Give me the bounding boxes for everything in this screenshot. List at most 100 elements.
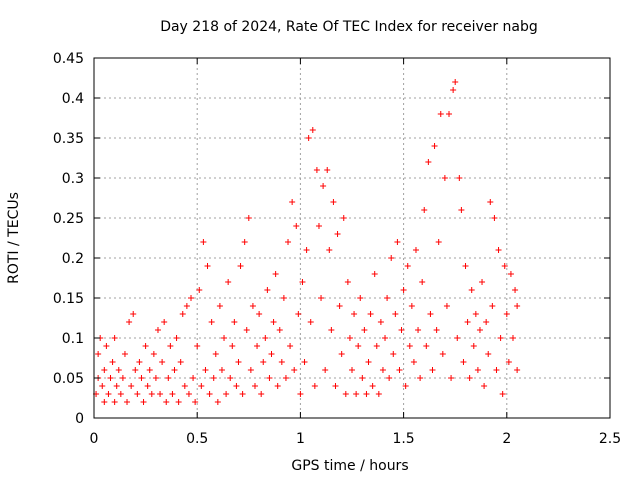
x-axis-label: GPS time / hours — [291, 458, 408, 474]
data-point — [119, 375, 126, 381]
data-point — [450, 87, 457, 93]
data-point — [460, 359, 467, 365]
data-point — [146, 367, 153, 373]
data-point — [332, 383, 339, 389]
data-point — [229, 343, 236, 349]
x-tick-label: 2 — [502, 431, 511, 447]
data-point — [311, 383, 318, 389]
data-point — [305, 135, 312, 141]
data-point — [126, 319, 133, 325]
y-tick-label: 0.35 — [53, 131, 84, 147]
data-point — [412, 247, 419, 253]
data-point — [328, 327, 335, 333]
chart-title: Day 218 of 2024, Rate Of TEC Index for r… — [160, 19, 538, 35]
data-point — [307, 319, 314, 325]
data-point — [285, 239, 292, 245]
y-tick-label: 0.2 — [62, 251, 84, 267]
data-point — [136, 359, 143, 365]
data-point — [462, 263, 469, 269]
data-point — [452, 79, 459, 85]
data-point — [221, 335, 228, 341]
data-point — [190, 375, 197, 381]
data-point — [509, 335, 516, 341]
data-point — [425, 159, 432, 165]
data-point — [398, 327, 405, 333]
data-point — [245, 215, 252, 221]
data-point — [324, 167, 331, 173]
data-point — [231, 319, 238, 325]
data-point — [287, 343, 294, 349]
data-point — [293, 223, 300, 229]
data-point — [315, 223, 322, 229]
data-point — [223, 391, 230, 397]
data-point — [128, 383, 135, 389]
data-point — [278, 359, 285, 365]
data-point — [280, 295, 287, 301]
data-point — [365, 359, 372, 365]
data-point — [258, 391, 265, 397]
data-point — [111, 335, 118, 341]
data-point — [505, 359, 512, 365]
data-point — [470, 343, 477, 349]
data-point — [334, 231, 341, 237]
data-point — [474, 367, 481, 373]
data-point — [237, 263, 244, 269]
data-point — [99, 383, 106, 389]
data-point — [342, 391, 349, 397]
points-layer — [93, 79, 521, 405]
data-point — [101, 399, 108, 405]
data-point — [235, 359, 242, 365]
data-point — [392, 311, 399, 317]
data-point — [208, 319, 215, 325]
data-point — [431, 143, 438, 149]
data-point — [303, 247, 310, 253]
data-point — [254, 343, 261, 349]
data-point — [161, 319, 168, 325]
data-point — [491, 215, 498, 221]
data-point — [167, 343, 174, 349]
data-point — [309, 127, 316, 133]
data-point — [417, 375, 424, 381]
data-point — [359, 375, 366, 381]
data-point — [124, 399, 131, 405]
data-point — [163, 399, 170, 405]
data-point — [514, 303, 521, 309]
data-point — [218, 367, 225, 373]
x-tick-label: 1.5 — [392, 431, 414, 447]
data-point — [340, 215, 347, 221]
data-point — [501, 263, 508, 269]
data-point — [373, 343, 380, 349]
data-point — [512, 287, 519, 293]
x-tick-label: 0.5 — [186, 431, 208, 447]
data-point — [200, 239, 207, 245]
data-point — [274, 383, 281, 389]
data-point — [291, 367, 298, 373]
data-point — [289, 199, 296, 205]
data-point — [266, 375, 273, 381]
data-point — [330, 199, 337, 205]
data-point — [423, 343, 430, 349]
data-point — [464, 319, 471, 325]
data-point — [443, 303, 450, 309]
data-point — [483, 319, 490, 325]
y-tick-label: 0.4 — [62, 91, 84, 107]
data-point — [415, 327, 422, 333]
data-point — [400, 287, 407, 293]
y-axis-label: ROTI / TECUs — [6, 192, 22, 284]
y-tick-label: 0.3 — [62, 171, 84, 187]
data-point — [138, 375, 145, 381]
data-point — [115, 367, 122, 373]
data-point — [351, 311, 358, 317]
data-point — [410, 359, 417, 365]
data-point — [355, 343, 362, 349]
data-point — [318, 295, 325, 301]
data-point — [377, 319, 384, 325]
data-point — [419, 279, 426, 285]
data-point — [503, 311, 510, 317]
data-point — [95, 351, 102, 357]
data-point — [495, 247, 502, 253]
data-point — [367, 311, 374, 317]
data-point — [204, 263, 211, 269]
data-point — [299, 279, 306, 285]
